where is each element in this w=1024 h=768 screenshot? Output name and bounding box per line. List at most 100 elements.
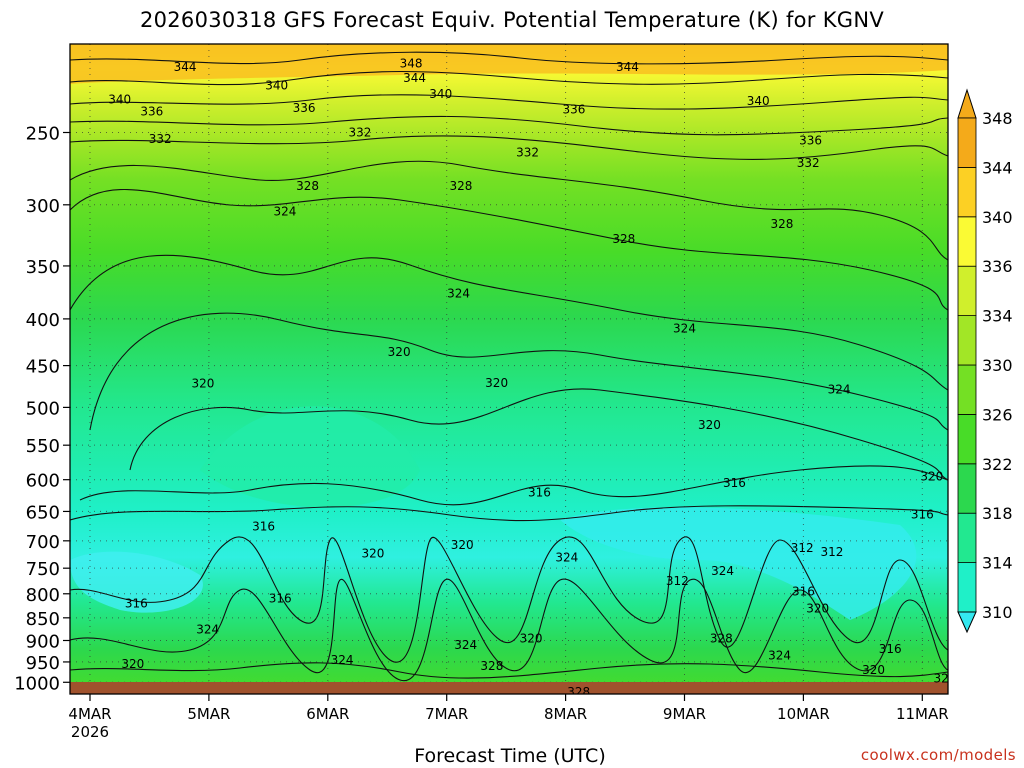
contour-label: 320 <box>121 657 144 671</box>
colorbar-bin <box>957 265 977 317</box>
contour-label: 336 <box>799 133 822 147</box>
y-tick-label: 500 <box>26 398 60 419</box>
colorbar-label: 330 <box>982 356 1013 375</box>
colorbar-bin <box>957 117 977 168</box>
contour-line <box>70 189 948 311</box>
contour-line <box>70 70 948 86</box>
contour-label: 312 <box>791 541 814 555</box>
y-tick-label: 900 <box>26 631 60 652</box>
contour-label: 348 <box>400 56 423 70</box>
contour-label: 332 <box>516 146 539 160</box>
contour-line <box>70 254 948 391</box>
y-tick-label: 300 <box>26 196 60 217</box>
contour-label: 320 <box>920 469 943 483</box>
colorbar-bin <box>957 463 977 514</box>
x-axis-title: Forecast Time (UTC) <box>414 745 606 767</box>
colorbar-label: 348 <box>982 109 1013 128</box>
field-shading <box>200 406 420 508</box>
colorbar-bin <box>957 315 977 366</box>
contour-line <box>129 388 948 481</box>
contour-label: 344 <box>616 60 639 74</box>
contour-label: 320 <box>698 418 721 432</box>
contour-label: 316 <box>528 486 551 500</box>
contour-label: 336 <box>293 101 316 115</box>
contour-label: 324 <box>768 649 791 663</box>
contour-label: 328 <box>480 659 503 673</box>
plot-area <box>70 44 948 694</box>
field-shading <box>70 551 203 613</box>
colorbar-bin <box>957 216 977 267</box>
contour-label: 328 <box>771 217 794 231</box>
contour-label: 316 <box>792 584 815 598</box>
colorbar: 310 314 318 322 326 330 334 336 340 344 348 <box>957 88 1013 634</box>
y-tick-label: 1000 <box>14 673 60 694</box>
contour-label: 324 <box>673 322 696 336</box>
x-tick-label: 10MAR <box>777 705 830 723</box>
contour-label: 312 <box>666 574 689 588</box>
contour-label: 336 <box>562 103 585 117</box>
x-tick-label: 8MAR <box>544 705 587 723</box>
contour-label: 324 <box>711 564 734 578</box>
contour-label: 336 <box>140 104 163 118</box>
y-tick-label: 800 <box>26 585 60 606</box>
contour-label: 332 <box>797 156 820 170</box>
contour-line <box>70 94 948 110</box>
y-tick-label: 750 <box>26 559 60 580</box>
field-shading <box>70 44 948 84</box>
ground-fill <box>70 682 948 694</box>
contour-label: 312 <box>820 545 843 559</box>
contour-label: 324 <box>447 286 470 300</box>
y-tick-label: 650 <box>26 502 60 523</box>
contour-line <box>70 578 948 681</box>
contour-label: 316 <box>911 507 934 521</box>
x-tick-year: 2026 <box>71 723 109 741</box>
contour-line <box>70 135 948 160</box>
contour-label: 328 <box>567 685 590 699</box>
colorbar-bin <box>957 166 977 218</box>
colorbar-label: 336 <box>982 257 1013 276</box>
field-shading <box>560 507 917 620</box>
chart-title: 2026030318 GFS Forecast Equiv. Potential… <box>139 8 885 32</box>
contour-label: 320 <box>192 377 215 391</box>
colorbar-bin <box>957 512 977 564</box>
contour-label: 320 <box>520 631 543 645</box>
x-tick-label: 5MAR <box>187 705 230 723</box>
contour-line <box>70 115 948 136</box>
contour-label: 320 <box>806 601 829 615</box>
colorbar-label: 314 <box>982 554 1013 573</box>
contour-label: 340 <box>429 87 452 101</box>
contour-label: 344 <box>403 71 426 85</box>
colorbar-label: 340 <box>982 208 1013 227</box>
contour-line <box>89 312 948 431</box>
contour-label: 320 <box>362 547 385 561</box>
y-tick-label: 600 <box>26 471 60 492</box>
x-axis: 4MAR 5MAR 6MAR 7MAR 8MAR 9MAR 10MAR 11MAR 2026 <box>68 694 949 741</box>
colorbar-bin <box>957 413 977 465</box>
colorbar-label: 334 <box>982 307 1013 326</box>
contour-label: 320 <box>862 663 885 677</box>
contour-label: 340 <box>747 94 770 108</box>
x-tick-label: 7MAR <box>425 705 468 723</box>
colorbar-label: 344 <box>982 158 1013 177</box>
contour-line <box>70 505 948 522</box>
colorbar-label: 310 <box>982 603 1013 622</box>
contour-label: 316 <box>723 476 746 490</box>
contour-label: 328 <box>296 179 319 193</box>
credit-text: coolwx.com/models <box>860 746 1016 764</box>
x-tick-label: 4MAR <box>68 705 111 723</box>
contour-label: 340 <box>108 92 131 106</box>
contour-label: 332 <box>348 125 371 139</box>
ground-band <box>70 682 948 694</box>
colorbar-label: 318 <box>982 504 1013 523</box>
y-tick-label: 400 <box>26 310 60 331</box>
contour-label: 332 <box>149 132 172 146</box>
y-tick-label: 850 <box>26 609 60 630</box>
contour-label: 328 <box>450 179 473 193</box>
y-axis: 2503003504004505005506006507007508008509… <box>14 123 70 694</box>
colorbar-arrow-top <box>957 88 977 119</box>
contour-label: 344 <box>174 60 197 74</box>
contour-label: 324 <box>196 622 219 636</box>
contour-line <box>79 465 948 506</box>
